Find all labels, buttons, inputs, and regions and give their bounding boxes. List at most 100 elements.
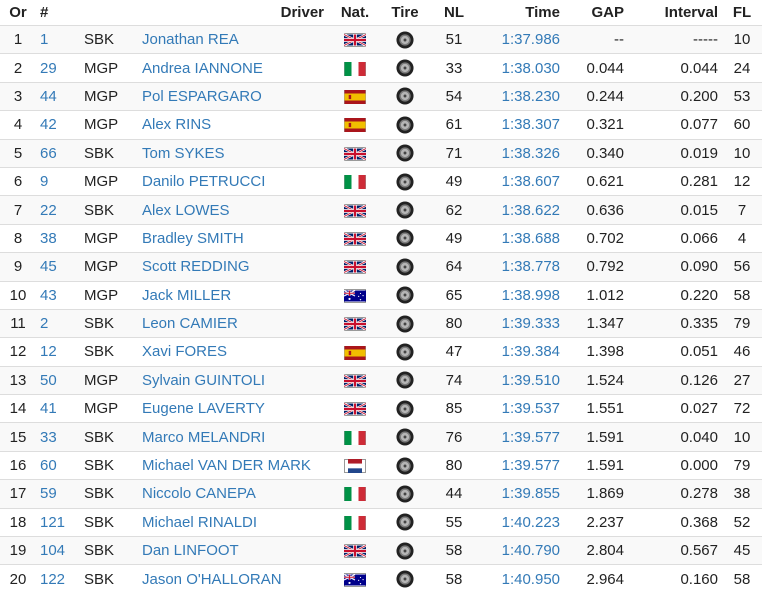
header-nl[interactable]: NL <box>444 4 464 21</box>
rider-number-link[interactable]: 38 <box>36 223 80 253</box>
nationality-cell <box>330 53 380 83</box>
best-time-link[interactable]: 1:38.030 <box>478 53 564 83</box>
nationality-cell <box>330 195 380 225</box>
driver-name-link[interactable]: Eugene LAVERTY <box>138 394 330 423</box>
class-cell: SBK <box>80 507 138 537</box>
best-time-link[interactable]: 1:38.998 <box>478 280 564 310</box>
driver-name-link[interactable]: Michael VAN DER MARK <box>138 450 330 480</box>
gap-cell: 0.702 <box>564 223 628 253</box>
header-or[interactable]: Or <box>9 4 27 21</box>
interval-cell: 0.040 <box>628 422 722 452</box>
rider-number-link[interactable]: 60 <box>36 450 80 480</box>
interval-cell: 0.090 <box>628 252 722 282</box>
rider-number-link[interactable]: 42 <box>36 110 80 140</box>
class-cell: SBK <box>80 337 138 367</box>
best-time-link[interactable]: 1:39.577 <box>478 422 564 452</box>
best-time-link[interactable]: 1:40.223 <box>478 507 564 537</box>
driver-name-link[interactable]: Niccolo CANEPA <box>138 479 330 509</box>
driver-name-link[interactable]: Jack MILLER <box>138 280 330 310</box>
driver-name-link[interactable]: Jason O'HALLORAN <box>138 564 330 593</box>
nationality-cell <box>330 308 380 338</box>
rider-number-link[interactable]: 22 <box>36 195 80 225</box>
rider-number-link[interactable]: 9 <box>36 166 80 196</box>
header-driver[interactable]: Driver <box>280 4 324 21</box>
tire-cell <box>380 223 430 253</box>
header-time[interactable]: Time <box>525 4 560 21</box>
rider-number-link[interactable]: 121 <box>36 507 80 537</box>
driver-name-link[interactable]: Andrea IANNONE <box>138 53 330 83</box>
header-interval[interactable]: Interval <box>664 4 718 21</box>
rider-number-link[interactable]: 41 <box>36 394 80 423</box>
driver-name-link[interactable]: Bradley SMITH <box>138 223 330 253</box>
flag-icon-gbr <box>344 204 366 218</box>
class-cell: MGP <box>80 166 138 196</box>
driver-name-link[interactable]: Xavi FORES <box>138 337 330 367</box>
best-time-link[interactable]: 1:37.986 <box>478 24 564 54</box>
flag-icon-ita <box>344 175 366 190</box>
driver-name-link[interactable]: Pol ESPARGARO <box>138 81 330 111</box>
gap-cell: 0.636 <box>564 195 628 225</box>
rider-number-link[interactable]: 45 <box>36 252 80 282</box>
table-row: 19 104 SBK Dan LINFOOT 58 1:40.790 2.804… <box>0 536 762 565</box>
position-cell: 5 <box>0 138 36 168</box>
tire-cell <box>380 24 430 54</box>
table-row: 8 38 MGP Bradley SMITH 49 1:38.688 0.702… <box>0 223 762 253</box>
header-fl[interactable]: FL <box>732 4 752 21</box>
rider-number-link[interactable]: 44 <box>36 81 80 111</box>
best-time-link[interactable]: 1:38.607 <box>478 166 564 196</box>
laps-cell: 76 <box>430 422 478 452</box>
best-time-link[interactable]: 1:38.230 <box>478 81 564 111</box>
flag-icon-gbr <box>344 147 366 161</box>
best-time-link[interactable]: 1:39.577 <box>478 450 564 480</box>
driver-name-link[interactable]: Scott REDDING <box>138 252 330 282</box>
rider-number-link[interactable]: 1 <box>36 24 80 54</box>
class-cell: SBK <box>80 422 138 452</box>
driver-name-link[interactable]: Alex RINS <box>138 110 330 140</box>
class-cell: SBK <box>80 450 138 480</box>
rider-number-link[interactable]: 66 <box>36 138 80 168</box>
rider-number-link[interactable]: 59 <box>36 479 80 509</box>
header-gap[interactable]: GAP <box>591 4 624 21</box>
best-time-link[interactable]: 1:39.537 <box>478 394 564 423</box>
best-time-link[interactable]: 1:39.510 <box>478 365 564 395</box>
rider-number-link[interactable]: 33 <box>36 422 80 452</box>
driver-name-link[interactable]: Danilo PETRUCCI <box>138 166 330 196</box>
class-cell: MGP <box>80 394 138 423</box>
best-time-link[interactable]: 1:38.778 <box>478 252 564 282</box>
rider-number-link[interactable]: 43 <box>36 280 80 310</box>
rider-number-link[interactable]: 29 <box>36 53 80 83</box>
gap-cell: 2.964 <box>564 564 628 593</box>
position-cell: 19 <box>0 536 36 565</box>
best-time-link[interactable]: 1:38.688 <box>478 223 564 253</box>
tire-cell <box>380 422 430 452</box>
driver-name-link[interactable]: Michael RINALDI <box>138 507 330 537</box>
best-time-link[interactable]: 1:39.855 <box>478 479 564 509</box>
best-time-link[interactable]: 1:39.384 <box>478 337 564 367</box>
driver-name-link[interactable]: Sylvain GUINTOLI <box>138 365 330 395</box>
position-cell: 18 <box>0 507 36 537</box>
rider-number-link[interactable]: 12 <box>36 337 80 367</box>
driver-name-link[interactable]: Jonathan REA <box>138 24 330 54</box>
best-time-link[interactable]: 1:40.790 <box>478 536 564 565</box>
header-number[interactable]: # <box>40 4 49 21</box>
rider-number-link[interactable]: 2 <box>36 308 80 338</box>
header-tire[interactable]: Tire <box>391 4 419 21</box>
rider-number-link[interactable]: 122 <box>36 564 80 593</box>
gap-cell: 1.012 <box>564 280 628 310</box>
header-nat[interactable]: Nat. <box>340 4 370 21</box>
best-time-link[interactable]: 1:38.307 <box>478 110 564 140</box>
driver-name-link[interactable]: Marco MELANDRI <box>138 422 330 452</box>
best-time-link[interactable]: 1:40.950 <box>478 564 564 593</box>
best-time-link[interactable]: 1:38.622 <box>478 195 564 225</box>
best-time-link[interactable]: 1:39.333 <box>478 308 564 338</box>
driver-name-link[interactable]: Dan LINFOOT <box>138 536 330 565</box>
driver-name-link[interactable]: Leon CAMIER <box>138 308 330 338</box>
rider-number-link[interactable]: 104 <box>36 536 80 565</box>
nationality-cell <box>330 536 380 565</box>
driver-name-link[interactable]: Alex LOWES <box>138 195 330 225</box>
header-row: Or # Driver Nat. Tire NL Time GAP Interv… <box>0 0 762 26</box>
rider-number-link[interactable]: 50 <box>36 365 80 395</box>
class-cell: MGP <box>80 53 138 83</box>
driver-name-link[interactable]: Tom SYKES <box>138 138 330 168</box>
best-time-link[interactable]: 1:38.326 <box>478 138 564 168</box>
